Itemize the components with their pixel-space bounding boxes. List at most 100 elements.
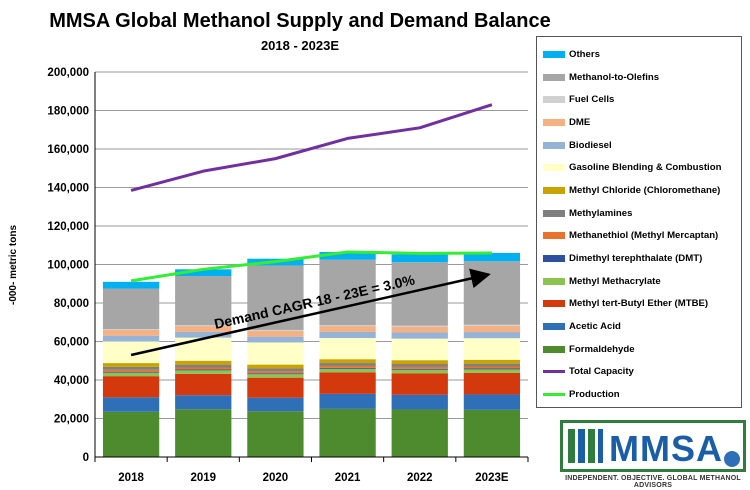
legend-label: Gasoline Blending & Combustion [569, 162, 722, 174]
bar-segment [175, 331, 232, 338]
bar-segment [463, 394, 521, 410]
y-tick-label: 40,000 [54, 375, 89, 387]
bar-segment [247, 373, 304, 375]
bar-segment [463, 325, 521, 333]
bar-segment [319, 251, 376, 260]
bar-segment [175, 395, 232, 410]
bar-segment [319, 408, 376, 457]
globe-icon [723, 450, 741, 468]
legend-label: Production [569, 389, 620, 401]
bar-stack-2021 [319, 251, 376, 457]
bar-segment [102, 288, 160, 329]
bar-segment [175, 337, 232, 361]
bar-segment [463, 363, 521, 367]
bar-segment [102, 335, 160, 342]
legend-label: Dimethyl terephthalate (DMT) [569, 253, 703, 265]
bar-segment [319, 368, 376, 373]
bar-segment [175, 326, 232, 332]
bar-segment [247, 364, 304, 369]
bar-segment [175, 370, 232, 374]
bar-segment [319, 326, 376, 332]
bar-segment [175, 325, 232, 327]
bar-segment [319, 259, 376, 326]
bar-segment [247, 397, 304, 412]
y-tick-label: 120,000 [47, 221, 89, 233]
x-tick-labels: 2018 2019 2020 2021 2022 2023E [118, 472, 509, 484]
y-tick-label: 100,000 [47, 260, 89, 272]
legend-label: Biodiesel [569, 139, 612, 151]
bar-segment [319, 331, 376, 339]
bar-segment [391, 373, 448, 395]
bar-segment [391, 360, 448, 365]
y-tick-labels: 0 20,000 40,000 60,000 80,000 100,000 120,000 1… [47, 67, 89, 464]
bar-segment [391, 254, 448, 263]
legend-swatch [543, 345, 565, 353]
bar-segment [247, 330, 304, 337]
bar-segment [391, 368, 448, 370]
y-tick-label: 20,000 [54, 414, 89, 426]
bar-segment [102, 329, 160, 336]
cagr-annotation-text: Demand CAGR 18 - 23E = 3.0% [213, 271, 417, 332]
bar-segment [102, 371, 160, 373]
bar-segment [391, 366, 448, 369]
bar-segment [175, 269, 232, 277]
bar-segment [463, 324, 521, 326]
bar-segment [175, 369, 232, 371]
bar-segment [391, 332, 448, 339]
y-tick-label: 180,000 [47, 106, 89, 118]
x-tick-label: 2022 [407, 472, 433, 484]
bar-stack-2018 [102, 281, 160, 457]
bar-segment [175, 373, 232, 396]
bar-segment [102, 328, 160, 330]
legend-label: DME [569, 116, 591, 128]
bar-segment [319, 372, 376, 394]
axes [94, 72, 529, 462]
bar-segment [102, 397, 160, 412]
bar-segment [463, 366, 521, 369]
legend-item: Others [537, 43, 741, 66]
bar-segment [463, 372, 521, 395]
bar-segment [247, 329, 304, 331]
legend-swatch [543, 141, 565, 149]
legend-item: DME [537, 111, 741, 134]
series-line-production [130, 250, 492, 283]
legend-item: Methyl tert-Butyl Ether (MTBE) [537, 293, 741, 316]
bar-segment [247, 371, 304, 374]
bar-segment [463, 332, 521, 339]
bar-stack-2023E [463, 252, 521, 457]
series-line-total-capacity [130, 103, 493, 192]
legend-item: Methanol-to-Olefins [537, 66, 741, 89]
bar-segment [319, 359, 376, 364]
legend-label: Acetic Acid [569, 321, 621, 333]
legend-label: Methyl Chloride (Chloromethane) [569, 184, 721, 196]
bar-segment [102, 411, 160, 457]
chart-title: MMSA Global Methanol Supply and Demand B… [49, 10, 551, 32]
legend-label: Methyl Methacrylate [569, 275, 661, 287]
x-tick-label: 2023E [475, 472, 509, 484]
legend-swatch [543, 73, 565, 81]
bar-segment [391, 338, 448, 361]
legend-item: Total Capacity [537, 361, 741, 384]
bar-segment [102, 372, 160, 377]
legend-swatch [543, 370, 565, 374]
bar-stack-2020 [247, 258, 304, 457]
x-tick-label: 2018 [118, 472, 144, 484]
bar-segment [247, 342, 304, 365]
bar-segment [391, 364, 448, 367]
legend-item: Methyl Methacrylate [537, 270, 741, 293]
bar-segment [319, 325, 376, 327]
x-tick-label: 2021 [335, 472, 361, 484]
legend-item: Formaldehyde [537, 338, 741, 361]
cagr-arrow [130, 268, 491, 357]
bar-segment [319, 338, 376, 360]
logo-wordmark: MMSA [609, 428, 723, 469]
bar-segment [175, 409, 232, 457]
legend-swatch [543, 118, 565, 126]
bar-segment [463, 338, 521, 360]
bar-segment [463, 369, 521, 373]
legend-swatch [543, 209, 565, 217]
bar-segment [102, 369, 160, 372]
bar-segment [247, 336, 304, 343]
legend-swatch [543, 232, 565, 240]
